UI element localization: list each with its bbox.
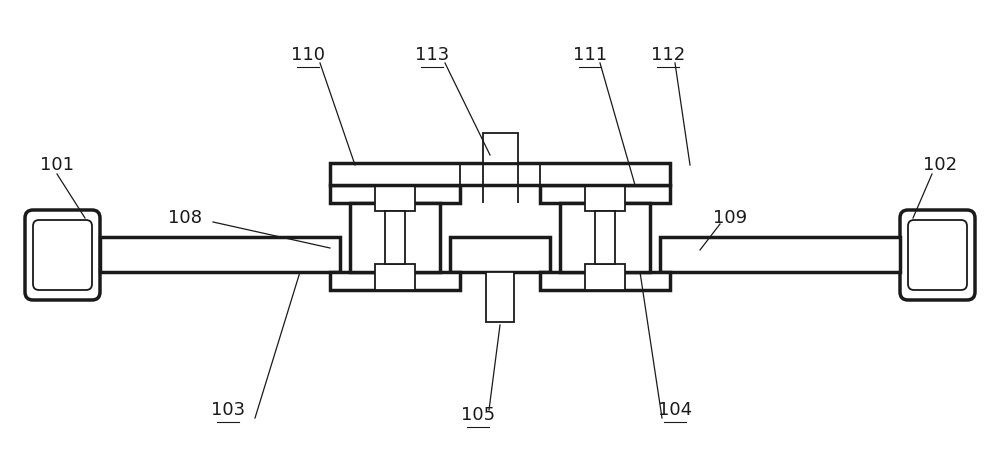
- Bar: [540, 185, 670, 203]
- Bar: [375, 185, 415, 211]
- Text: 112: 112: [651, 46, 685, 64]
- FancyBboxPatch shape: [908, 220, 967, 290]
- Bar: [560, 203, 650, 272]
- Bar: [585, 264, 625, 290]
- Bar: [100, 237, 340, 272]
- Bar: [375, 264, 415, 290]
- Bar: [330, 272, 460, 290]
- FancyBboxPatch shape: [900, 210, 975, 300]
- Text: 111: 111: [573, 46, 607, 64]
- Bar: [330, 185, 460, 203]
- Bar: [350, 203, 440, 272]
- Bar: [595, 211, 615, 264]
- Text: 105: 105: [461, 406, 495, 424]
- Text: 101: 101: [40, 156, 74, 174]
- Bar: [660, 237, 900, 272]
- Bar: [585, 185, 625, 211]
- Bar: [483, 133, 518, 163]
- Bar: [385, 211, 405, 264]
- Bar: [540, 272, 670, 290]
- Text: 113: 113: [415, 46, 449, 64]
- Text: 108: 108: [168, 209, 202, 227]
- Text: 102: 102: [923, 156, 957, 174]
- Text: 110: 110: [291, 46, 325, 64]
- Text: 103: 103: [211, 401, 245, 419]
- Bar: [486, 272, 514, 322]
- Text: 104: 104: [658, 401, 692, 419]
- Bar: [330, 163, 670, 185]
- Text: 109: 109: [713, 209, 747, 227]
- Bar: [450, 237, 550, 272]
- FancyBboxPatch shape: [33, 220, 92, 290]
- FancyBboxPatch shape: [25, 210, 100, 300]
